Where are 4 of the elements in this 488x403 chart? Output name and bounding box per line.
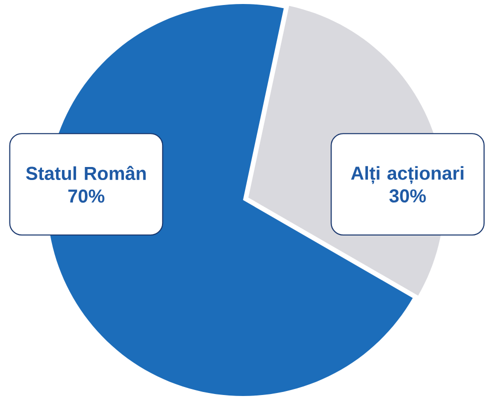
data-label: 30% (389, 189, 426, 203)
data-label: 70% (68, 189, 104, 203)
slice-label: Statul Român (26, 166, 146, 180)
slice-label: Alți acționari (351, 166, 464, 184)
